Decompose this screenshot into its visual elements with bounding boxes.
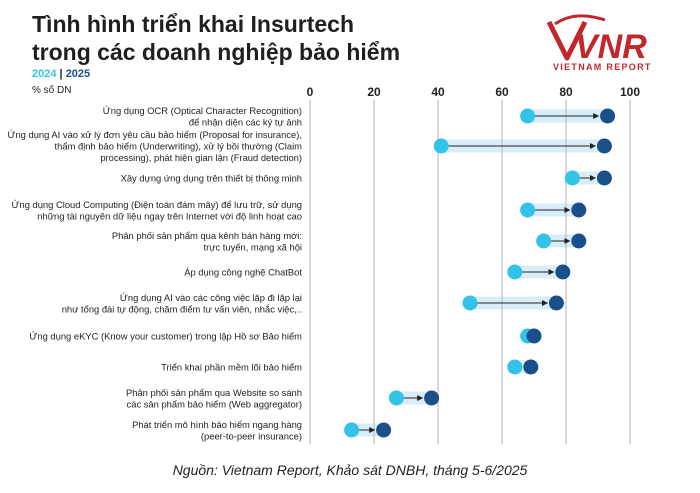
dot-2025-2: [596, 170, 612, 186]
dot-2025-3: [571, 202, 587, 218]
category-line-7-0: Ứng dụng eKYC (Know your customer) trong…: [29, 331, 302, 342]
logo-tagline: VIETNAM REPORT: [553, 62, 652, 72]
dot-2024-9: [388, 390, 404, 406]
dot-2024-3: [520, 202, 536, 218]
logo-swoosh: [554, 14, 606, 26]
category-line-5-0: Áp dụng công nghệ ChatBot: [184, 267, 302, 278]
tick-label-60: 60: [495, 85, 509, 99]
category-label-9: Phân phối sản phẩm qua Website so sánh cá…: [126, 387, 302, 410]
title-line-1: Tình hình triển khai Insurtech: [32, 11, 355, 37]
category-line-1-2: processing), phát hiện gian lận (Fraud d…: [100, 152, 302, 163]
category-line-1-0: Ứng dụng AI vào xử lý đơn yêu cầu bảo hi…: [7, 129, 302, 140]
tick-label-80: 80: [559, 85, 573, 99]
category-label-2: Xây dựng ứng dụng trên thiết bị thông mi…: [121, 173, 302, 184]
category-label-3: Ứng dụng Cloud Computing (Điện toán đám …: [11, 199, 302, 222]
category-label-8: Triển khai phần mềm lõi bảo hiểm: [161, 362, 302, 373]
dot-2024-4: [536, 233, 552, 249]
category-line-8-0: Triển khai phần mềm lõi bảo hiểm: [161, 362, 302, 373]
unit-label: % số DN: [32, 85, 72, 96]
dot-2024-1: [433, 138, 449, 154]
category-line-4-1: trực tuyến, mạng xã hội: [203, 241, 302, 252]
category-label-5: Áp dụng công nghệ ChatBot: [184, 267, 302, 278]
category-line-6-0: Ứng dụng AI vào các công việc lặp đi lặp…: [120, 292, 302, 303]
tick-label-40: 40: [431, 85, 445, 99]
category-line-1-1: thẩm định bảo hiểm (Underwriting), xử lý…: [55, 141, 303, 152]
category-label-6: Ứng dụng AI vào các công việc lặp đi lặp…: [62, 292, 302, 315]
category-line-9-1: các sản phẩm bảo hiểm (Web aggregator): [127, 398, 302, 409]
source-note: Nguồn: Vietnam Report, Khảo sát DNBH, th…: [172, 462, 528, 478]
category-line-2-0: Xây dựng ứng dụng trên thiết bị thông mi…: [121, 173, 302, 184]
dot-2025-8: [523, 359, 539, 375]
ticks-layer: 0 20 40 60 80 100: [307, 85, 641, 99]
tick-label-100: 100: [620, 85, 640, 99]
category-line-0-1: để nhận diện các ký tự ảnh: [189, 116, 302, 127]
legend-2025: 2025: [65, 68, 91, 80]
dot-2025-1: [596, 138, 612, 154]
dot-2025-9: [424, 390, 440, 406]
dot-2024-0: [520, 108, 536, 124]
category-line-10-0: Phát triển mô hình bảo hiểm ngang hàng: [132, 419, 302, 430]
dot-2025-4: [571, 233, 587, 249]
vnr-logo: VNR: [546, 14, 647, 66]
title-line-2: trong các doanh nghiệp bảo hiểm: [32, 39, 401, 65]
category-line-0-0: Ứng dụng OCR (Optical Character Recognit…: [103, 105, 302, 116]
category-line-6-1: như tổng đài tự động, chăm điểm tư vấn v…: [62, 303, 302, 314]
logo-v-mark: [546, 20, 588, 61]
category-line-4-0: Phân phối sản phẩm qua kênh bán hàng mới…: [112, 230, 302, 241]
category-line-10-1: (peer-to-peer insurance): [201, 430, 302, 441]
category-label-10: Phát triển mô hình bảo hiểm ngang hàng (p…: [132, 419, 302, 442]
dumbbell-chart: 0 20 40 60 80 100 Ứng dụng OCR (Optical Chara…: [7, 85, 641, 444]
logo-text: VNR: [575, 28, 647, 66]
dot-2025-6: [548, 295, 564, 311]
category-label-7: Ứng dụng eKYC (Know your customer) trong…: [29, 331, 302, 342]
tick-label-20: 20: [367, 85, 381, 99]
category-label-0: Ứng dụng OCR (Optical Character Recognit…: [103, 105, 302, 128]
legend: 2024 | 2025: [32, 68, 90, 80]
marks-layer: [344, 108, 616, 438]
category-line-3-0: Ứng dụng Cloud Computing (Điện toán đám …: [11, 199, 302, 210]
category-line-3-1: những tài nguyên dữ liệu ngay trên Inter…: [37, 210, 302, 221]
tick-label-0: 0: [307, 85, 314, 99]
dot-2024-5: [507, 264, 523, 280]
dot-2024-6: [462, 295, 478, 311]
dot-2024-2: [564, 170, 580, 186]
category-label-4: Phân phối sản phẩm qua kênh bán hàng mới…: [112, 230, 302, 253]
dot-2025-10: [376, 422, 392, 438]
legend-2024: 2024: [32, 68, 57, 80]
dot-2024-10: [344, 422, 360, 438]
dot-2024-8: [507, 359, 523, 375]
dot-2025-5: [555, 264, 571, 280]
dot-2025-7: [526, 328, 542, 344]
chart-title: Tình hình triển khai Insurtech trong các…: [32, 10, 472, 66]
legend-separator: |: [59, 68, 63, 80]
category-line-9-0: Phân phối sản phẩm qua Website so sánh: [126, 387, 302, 398]
category-label-1: Ứng dụng AI vào xử lý đơn yêu cầu bảo hi…: [7, 129, 302, 163]
dot-2025-0: [600, 108, 616, 124]
categories-layer: Ứng dụng OCR (Optical Character Recognit…: [7, 105, 302, 442]
